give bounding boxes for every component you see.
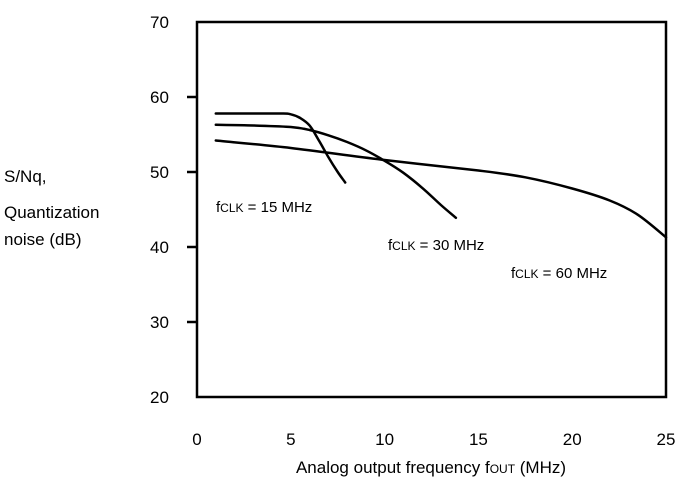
curve-labels: fCLK = 15 MHz fCLK = 30 MHz fCLK = 60 MHz <box>216 199 607 282</box>
curve-label-fclk-30mhz: fCLK = 30 MHz <box>388 237 484 254</box>
y-tick-label: 70 <box>150 13 169 32</box>
curve-fclk-30mhz <box>214 123 458 220</box>
y-axis-label-line-3: noise (dB) <box>4 230 81 249</box>
y-tick-label: 40 <box>150 238 169 257</box>
y-tick-label: 30 <box>150 313 169 332</box>
y-axis-ticks: 20 30 40 50 60 70 <box>150 13 197 407</box>
curve-fclk-60mhz <box>214 139 668 239</box>
curves <box>214 112 668 239</box>
plot-frame <box>195 20 668 399</box>
y-axis-label-line-2: Quantization <box>4 203 99 222</box>
curve-label-fclk-60mhz: fCLK = 60 MHz <box>511 265 607 282</box>
x-tick-label: 0 <box>192 430 201 449</box>
y-tick-label: 20 <box>150 388 169 407</box>
y-tick-label: 60 <box>150 88 169 107</box>
curve-label-fclk-15mhz: fCLK = 15 MHz <box>216 199 312 216</box>
x-axis-ticks: 0 5 10 15 20 25 <box>192 430 675 449</box>
x-tick-label: 20 <box>563 430 582 449</box>
x-tick-label: 10 <box>375 430 394 449</box>
y-tick-label: 50 <box>150 163 169 182</box>
curve-fclk-15mhz <box>214 112 347 184</box>
x-axis-label: Analog output frequency fOUT (MHz) <box>296 458 566 477</box>
x-tick-label: 25 <box>657 430 676 449</box>
x-tick-label: 15 <box>469 430 488 449</box>
x-tick-label: 5 <box>286 430 295 449</box>
y-axis-label: S/Nq, Quantization noise (dB) <box>4 167 99 249</box>
y-axis-label-line-1: S/Nq, <box>4 167 47 186</box>
